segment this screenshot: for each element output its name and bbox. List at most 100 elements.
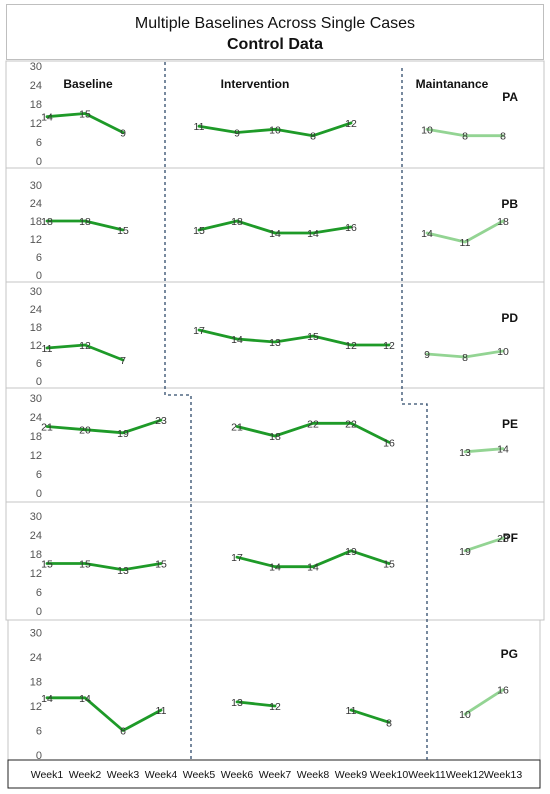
phase-label-intervention: Intervention	[221, 77, 290, 91]
data-label: 10	[459, 709, 471, 721]
y-tick-label: 12	[30, 701, 42, 713]
data-label: 15	[79, 109, 91, 121]
x-tick-label: Week5	[183, 769, 216, 781]
y-tick-label: 12	[30, 340, 42, 352]
y-tick-label: 12	[30, 568, 42, 580]
data-label: 21	[231, 422, 243, 434]
case-panel-border	[7, 619, 541, 761]
data-label: 12	[345, 340, 357, 352]
y-tick-label: 24	[30, 530, 42, 542]
x-tick-label: Week10	[370, 769, 408, 781]
y-tick-label: 30	[30, 286, 42, 298]
data-label: 14	[269, 562, 281, 574]
y-tick-label: 6	[36, 358, 42, 370]
data-label: 21	[41, 422, 53, 434]
data-label: 13	[117, 565, 129, 577]
x-tick-label: Week6	[221, 769, 254, 781]
y-tick-label: 18	[30, 549, 42, 561]
series-line-pg-baseline	[45, 696, 163, 732]
data-label: 8	[386, 717, 392, 729]
y-tick-label: 6	[36, 137, 42, 149]
data-label: 8	[462, 352, 468, 364]
x-tick-label: Week11	[408, 769, 446, 781]
series-line-pf-maintanance	[463, 536, 505, 553]
series-line-pb-baseline	[45, 219, 125, 232]
series-line-pe-baseline	[45, 418, 163, 435]
y-tick-label: 12	[30, 450, 42, 462]
y-tick-label: 0	[36, 750, 42, 762]
phase-divider-intervention-maintenance	[401, 68, 428, 760]
y-tick-label: 18	[30, 322, 42, 334]
series-line-pa-baseline	[45, 112, 125, 134]
y-tick-label: 24	[30, 304, 42, 316]
phase-label-baseline: Baseline	[63, 77, 113, 91]
x-tick-label: Week9	[335, 769, 368, 781]
y-tick-label: 24	[30, 198, 42, 210]
y-tick-label: 6	[36, 252, 42, 264]
chart-subtitle: Control Data	[227, 36, 323, 53]
data-label: 8	[462, 131, 468, 143]
series-line-pe-intervention	[235, 421, 391, 444]
phase-label-maintenance: Maintanance	[416, 77, 489, 91]
case-label-pa: PA	[502, 90, 518, 104]
series-line-pg-intervention	[349, 708, 391, 724]
data-label: 11	[42, 343, 53, 355]
data-label: 19	[345, 546, 357, 558]
data-label: 17	[231, 552, 243, 564]
data-label: 10	[421, 124, 433, 136]
y-tick-label: 30	[30, 61, 42, 73]
series-line-pa-intervention	[197, 121, 353, 138]
data-label: 14	[41, 693, 53, 705]
y-tick-label: 18	[30, 431, 42, 443]
data-label: 18	[269, 431, 281, 443]
data-label: 22	[345, 418, 357, 430]
y-tick-label: 0	[36, 156, 42, 168]
data-label: 15	[117, 225, 129, 237]
data-label: 22	[307, 418, 319, 430]
series-line-pf-intervention	[235, 549, 391, 569]
data-label: 8	[500, 131, 506, 143]
data-label: 11	[460, 237, 471, 249]
series-line-pd-intervention	[197, 328, 391, 347]
data-label: 11	[194, 121, 205, 133]
case-label-pg: PG	[501, 647, 518, 661]
y-tick-label: 6	[36, 469, 42, 481]
data-label: 14	[307, 228, 319, 240]
data-label: 15	[79, 559, 91, 571]
data-label: 15	[41, 559, 53, 571]
x-tick-label: Week1	[31, 769, 64, 781]
data-label: 23	[497, 533, 509, 545]
data-label: 19	[117, 428, 129, 440]
y-tick-label: 0	[36, 270, 42, 282]
x-tick-label: Week12	[446, 769, 484, 781]
x-tick-label: Week4	[145, 769, 178, 781]
y-tick-label: 30	[30, 511, 42, 523]
y-tick-label: 0	[36, 488, 42, 500]
y-tick-label: 12	[30, 234, 42, 246]
y-tick-label: 6	[36, 726, 42, 738]
case-label-pb: PB	[501, 197, 518, 211]
data-label: 16	[383, 437, 395, 449]
data-label: 14	[269, 228, 281, 240]
data-label: 19	[459, 546, 471, 558]
y-tick-label: 0	[36, 376, 42, 388]
data-label: 17	[193, 325, 205, 337]
case-panel-border	[5, 281, 545, 389]
data-label: 9	[120, 128, 126, 140]
series-line-pg-maintanance	[463, 688, 505, 716]
data-label: 16	[497, 685, 509, 697]
data-label: 12	[345, 118, 357, 130]
case-panel-border	[5, 387, 545, 503]
data-label: 11	[346, 705, 357, 717]
chart-title: Multiple Baselines Across Single Cases	[134, 15, 416, 32]
series-line-pf-baseline	[45, 562, 163, 572]
y-tick-label: 18	[30, 677, 42, 689]
data-label: 18	[231, 216, 243, 228]
data-label: 14	[79, 693, 91, 705]
data-label: 23	[155, 415, 167, 427]
chart-title-box: Multiple Baselines Across Single Cases C…	[6, 4, 544, 60]
data-label: 9	[234, 128, 240, 140]
data-label: 10	[497, 346, 509, 358]
x-tick-label: Week13	[484, 769, 522, 781]
